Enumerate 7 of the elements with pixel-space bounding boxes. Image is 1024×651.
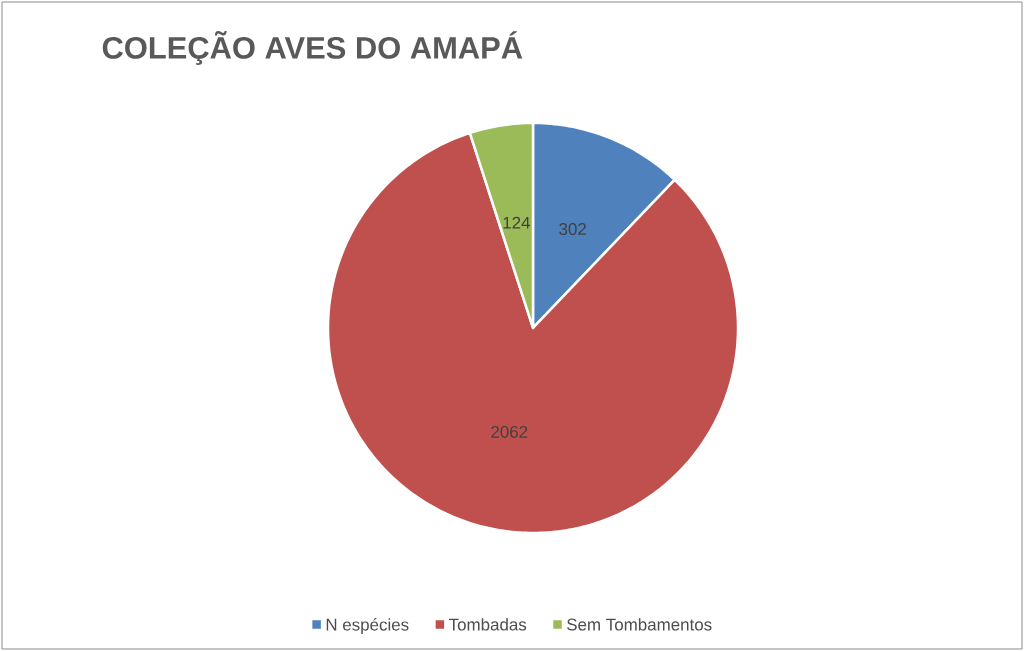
data-label: 302 <box>559 223 586 236</box>
chart-title: COLEÇÃO AVES DO AMAPÁ <box>102 31 523 65</box>
legend-label: Tombadas <box>449 618 527 631</box>
legend-label: Sem Tombamentos <box>567 618 712 631</box>
data-label: 2062 <box>491 425 528 438</box>
data-label: 124 <box>503 216 531 229</box>
legend-label: N espécies <box>326 618 409 635</box>
